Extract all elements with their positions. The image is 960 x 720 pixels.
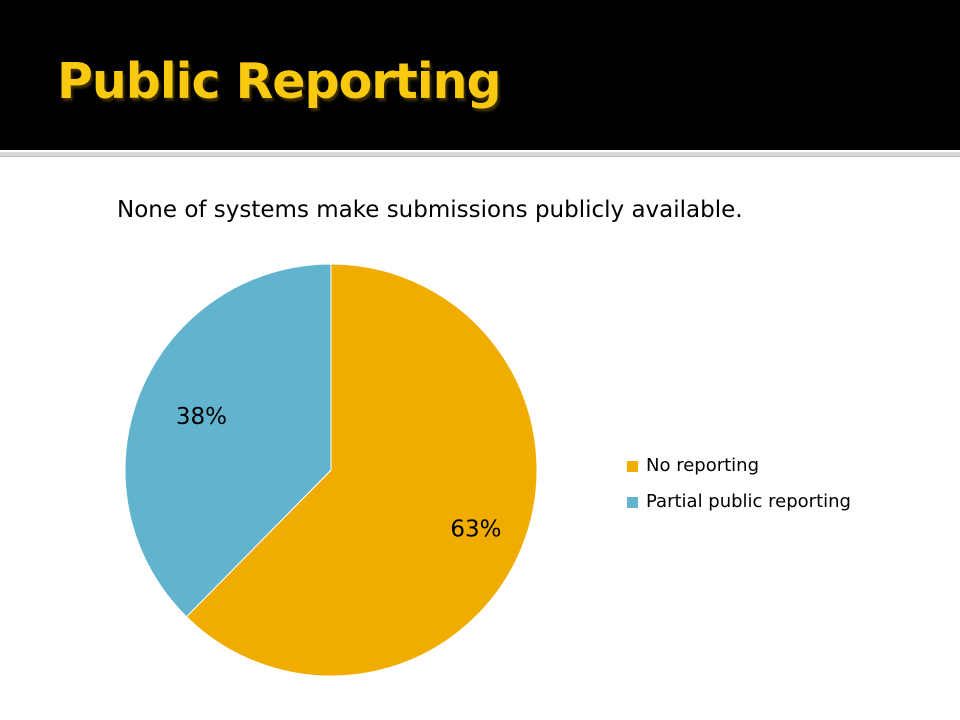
legend-label-no-reporting: No reporting: [646, 455, 760, 476]
data-label-partial-public-reporting: 38%: [176, 404, 227, 430]
title-bar: [0, 0, 960, 150]
pie-slice-partial-public-reporting: [124, 263, 332, 618]
pie-slice-no-reporting: [185, 263, 538, 677]
legend-label-partial-public-reporting: Partial public reporting: [646, 491, 851, 512]
title-divider: [0, 152, 960, 157]
slide-subtitle: None of systems make submissions publicl…: [117, 197, 743, 223]
slide-title: Public Reporting: [57, 53, 502, 110]
legend-swatch-partial-public-reporting: [627, 497, 638, 508]
legend-swatch-no-reporting: [627, 461, 638, 472]
data-label-no-reporting: 63%: [450, 516, 501, 542]
